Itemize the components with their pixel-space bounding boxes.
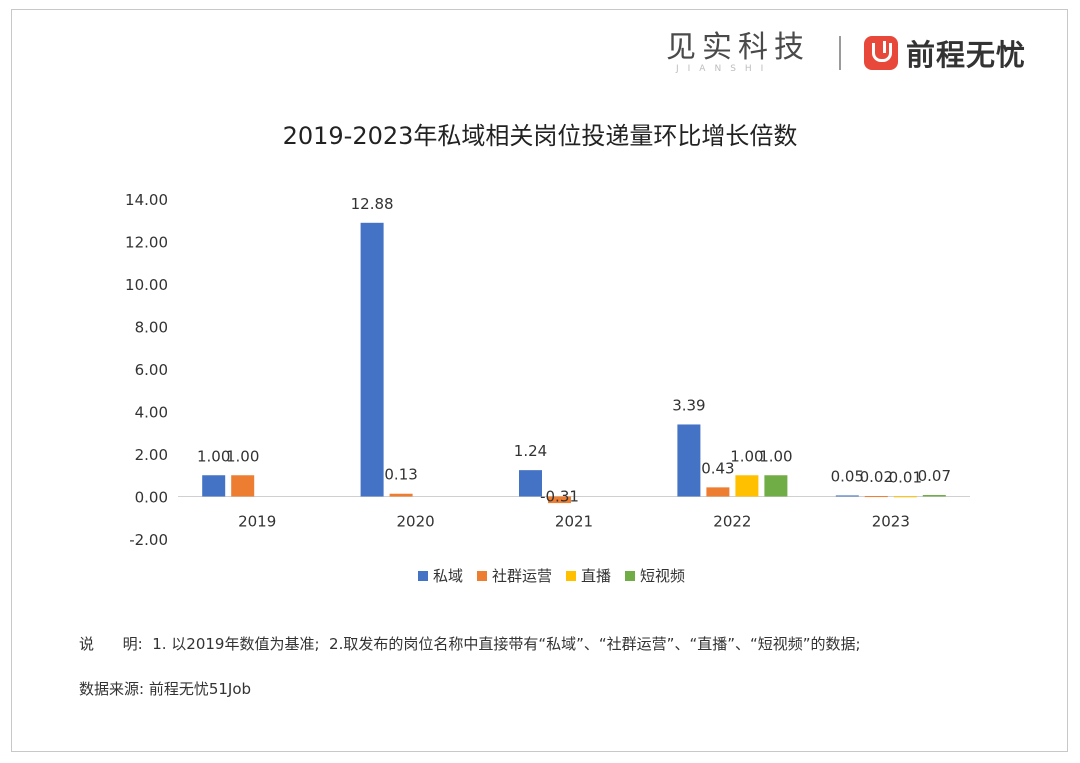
- y-tick-label: -2.00: [129, 531, 168, 549]
- x-category-label: 2023: [872, 513, 910, 531]
- bar-私域-2022: [677, 424, 701, 497]
- y-tick-label: 12.00: [125, 234, 168, 252]
- data-label: 1.00: [730, 447, 763, 465]
- y-tick-label: 0.00: [135, 489, 168, 507]
- data-label: 0.01: [889, 468, 922, 486]
- legend-label-社群运营: 社群运营: [492, 567, 552, 585]
- y-tick-label: 8.00: [135, 319, 168, 337]
- y-tick-label: 10.00: [125, 276, 168, 294]
- data-label: 0.05: [831, 467, 864, 485]
- bar-社群运营-2023: [864, 496, 888, 498]
- data-label: 3.39: [672, 396, 705, 414]
- bar-私域-2019: [202, 475, 226, 497]
- jianshi-logo-subtext: JIANSHI: [676, 64, 773, 74]
- legend-swatch-社群运营: [477, 571, 487, 581]
- bar-私域-2023: [835, 495, 859, 497]
- data-label: -0.31: [540, 488, 579, 506]
- legend-label-直播: 直播: [581, 567, 611, 585]
- qiancheng-logo-text: 前程无忧: [906, 38, 1027, 72]
- legend-label-短视频: 短视频: [640, 567, 685, 585]
- qiancheng-logo-icon: [864, 36, 898, 70]
- data-source: 数据来源: 前程无忧51Job: [79, 680, 252, 698]
- legend-swatch-私域: [418, 571, 428, 581]
- chart-note: 说 明: 1. 以2019年数值为基准; 2.取发布的岗位名称中直接带有“私域”…: [79, 635, 861, 653]
- data-label: 1.00: [197, 447, 230, 465]
- y-tick-label: 6.00: [135, 361, 168, 379]
- legend-label-私域: 私域: [433, 567, 463, 585]
- bar-私域-2020: [360, 222, 384, 497]
- y-tick-label: 14.00: [125, 191, 168, 209]
- bar-社群运营-2019: [231, 475, 255, 497]
- bar-私域-2021: [519, 470, 542, 497]
- x-category-label: 2019: [238, 513, 276, 531]
- x-category-label: 2022: [713, 513, 751, 531]
- bar-社群运营-2022: [706, 487, 730, 497]
- bar-短视频-2022: [764, 475, 788, 497]
- qiancheng-logo: 前程无忧: [864, 33, 1026, 73]
- bar-直播-2023: [893, 496, 917, 498]
- data-label: 0.43: [701, 459, 734, 477]
- logo-divider: [839, 36, 841, 70]
- jianshi-logo-text: 见实科技: [666, 30, 810, 65]
- data-label: 0.07: [918, 467, 951, 485]
- jianshi-logo: 见实科技 JIANSHI: [666, 30, 824, 82]
- data-label: 1.00: [226, 447, 259, 465]
- x-category-label: 2020: [397, 513, 435, 531]
- legend-swatch-直播: [566, 571, 576, 581]
- bar-短视频-2023: [922, 495, 946, 497]
- y-tick-label: 4.00: [135, 404, 168, 422]
- bar-直播-2022: [735, 475, 759, 497]
- data-label: 0.13: [384, 466, 417, 484]
- chart-title: 2019-2023年私域相关岗位投递量环比增长倍数: [282, 122, 798, 150]
- x-category-label: 2021: [555, 513, 593, 531]
- legend-swatch-短视频: [625, 571, 635, 581]
- data-label: 12.88: [351, 195, 394, 213]
- bar-社群运营-2021: [548, 496, 571, 504]
- chart-frame: [11, 9, 1068, 752]
- bar-社群运营-2020: [389, 493, 413, 497]
- y-tick-label: 2.00: [135, 446, 168, 464]
- data-label: 1.24: [514, 442, 547, 460]
- data-label: 1.00: [759, 447, 792, 465]
- data-label: 0.02: [860, 468, 893, 486]
